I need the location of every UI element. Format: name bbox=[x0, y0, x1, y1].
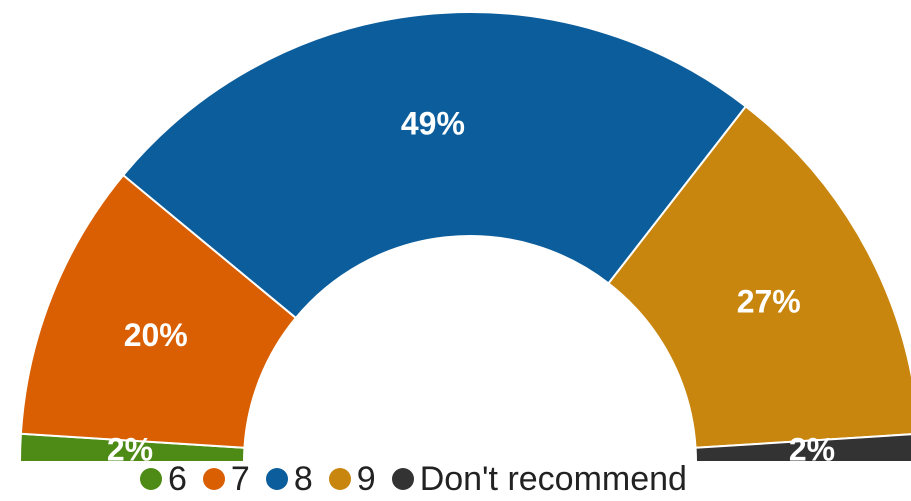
chart-legend: 6 7 8 9 Don't recommend bbox=[140, 458, 703, 500]
legend-item-7[interactable]: 7 bbox=[202, 460, 250, 498]
data-label-8: 49% bbox=[401, 105, 465, 141]
legend-dot-icon bbox=[328, 468, 351, 490]
data-label-6: 2% bbox=[107, 431, 153, 467]
legend-item-9[interactable]: 9 bbox=[328, 460, 376, 498]
legend-label: 7 bbox=[230, 460, 250, 498]
legend-item-6[interactable]: 6 bbox=[140, 462, 187, 496]
legend-item-8[interactable]: 8 bbox=[265, 460, 313, 498]
data-label-7: 20% bbox=[124, 317, 188, 353]
slice-9[interactable] bbox=[607, 105, 911, 449]
legend-label: Don't recommend bbox=[419, 460, 687, 498]
slice-8[interactable] bbox=[121, 11, 748, 320]
chart-slices bbox=[18, 11, 911, 463]
legend-dot-icon bbox=[265, 468, 288, 490]
data-label-don-t-recommend: 2% bbox=[789, 431, 835, 467]
legend-dot-icon bbox=[140, 468, 162, 490]
legend-dot-icon bbox=[202, 468, 225, 490]
slice-don-t-recommend[interactable] bbox=[694, 433, 911, 463]
legend-item-don-t-recommend[interactable]: Don't recommend bbox=[391, 460, 687, 498]
legend-dot-icon bbox=[391, 468, 414, 490]
data-label-9: 27% bbox=[737, 283, 801, 319]
legend-label: 6 bbox=[168, 460, 187, 498]
legend-label: 9 bbox=[356, 460, 376, 498]
legend-label: 8 bbox=[293, 460, 313, 498]
chart-data-labels: 2% 20% 49% 27% 2% bbox=[107, 105, 835, 467]
